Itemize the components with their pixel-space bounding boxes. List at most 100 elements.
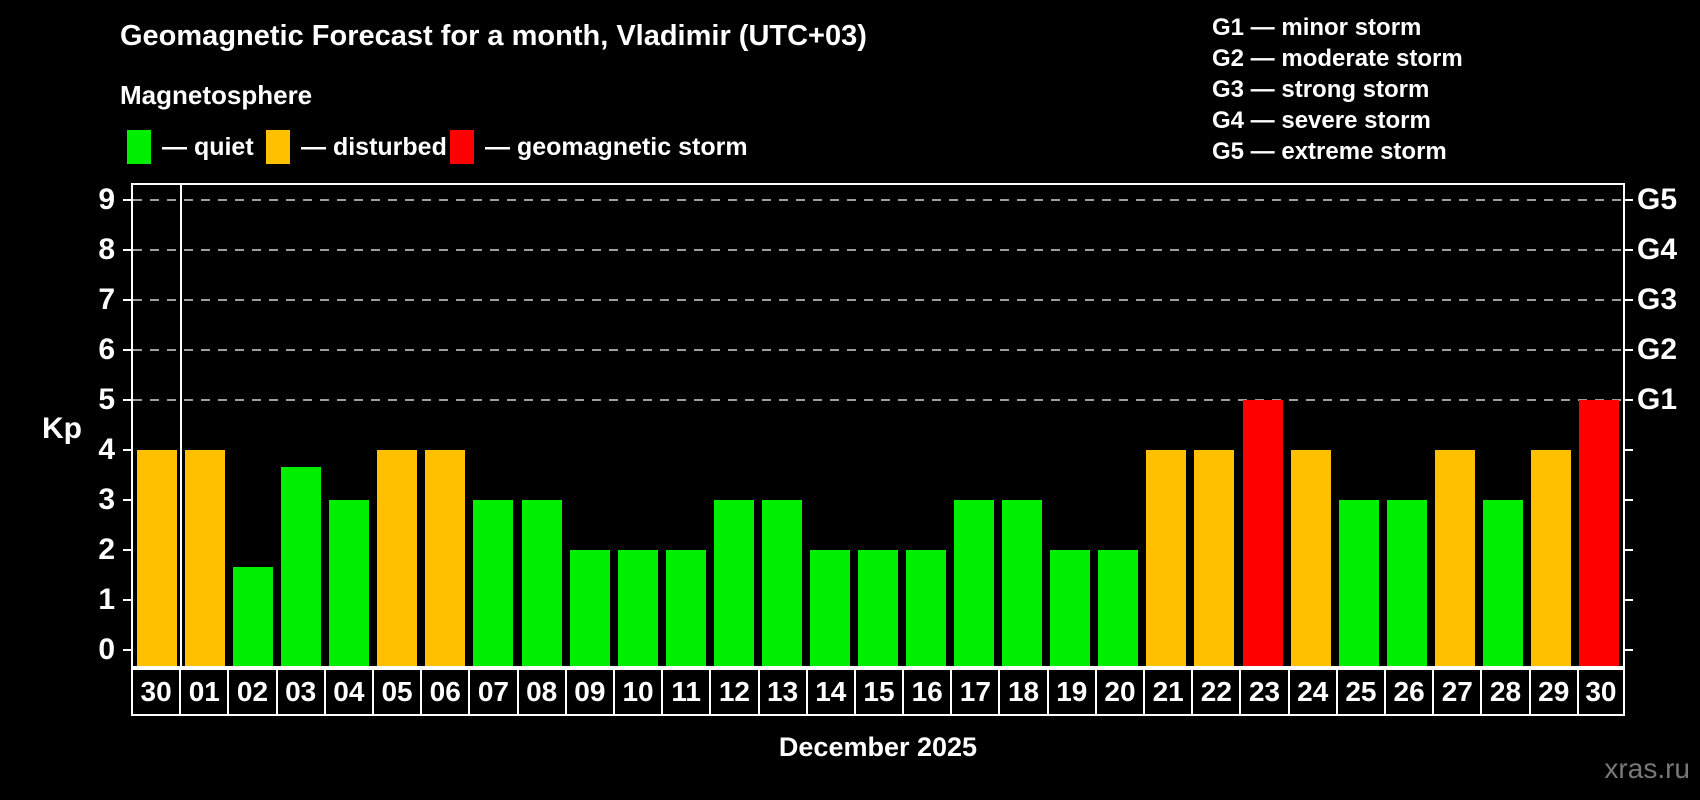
grid-line-kp6 (133, 349, 1623, 351)
day-label-cell-13: 13 (757, 668, 808, 716)
right-axis-tick-1 (1625, 599, 1633, 601)
right-axis-tick-5 (1625, 399, 1633, 401)
day-label-cell-27: 27 (1432, 668, 1483, 716)
g-axis-label-g3: G3 (1637, 283, 1678, 316)
kp-bar-day-01 (185, 450, 226, 666)
day-label-cell-26: 26 (1384, 668, 1435, 716)
grid-line-kp7 (133, 299, 1623, 301)
day-label-cell-18: 18 (998, 668, 1049, 716)
y-axis-title: Kp (42, 412, 82, 445)
day-label-cell-1: 01 (179, 668, 230, 716)
y-axis-tick-6 (123, 349, 131, 351)
day-label-cell-5: 05 (371, 668, 423, 716)
y-axis-tick-0 (123, 649, 131, 651)
y-tick-label-8: 8 (98, 233, 115, 266)
grid-line-kp9 (133, 199, 1623, 201)
kp-bar-day-17 (954, 500, 995, 666)
kp-bar-day-23 (1242, 400, 1283, 666)
kp-bar-day-09 (569, 550, 610, 666)
grid-line-kp8 (133, 249, 1623, 251)
g-legend-line-g1: G1 — minor storm (1212, 14, 1422, 41)
kp-bar-day-22 (1194, 450, 1235, 666)
x-axis-title: December 2025 (778, 732, 978, 762)
g-legend-line-g4: G4 — severe storm (1212, 107, 1431, 134)
day-label-cell-24: 24 (1287, 668, 1338, 716)
day-label-cell-14: 14 (805, 668, 856, 716)
day-label-cell-28: 28 (1480, 668, 1531, 716)
y-axis-tick-7 (123, 299, 131, 301)
kp-bar-day-30 (1578, 400, 1619, 666)
kp-bar-day-14 (809, 550, 850, 666)
kp-bar-day-11 (665, 550, 706, 666)
kp-bar-day-12 (713, 500, 754, 666)
right-axis-tick-6 (1625, 349, 1633, 351)
y-tick-label-6: 6 (98, 333, 115, 366)
kp-bar-day-08 (521, 500, 562, 666)
kp-bar-day-28 (1482, 500, 1523, 666)
y-tick-label-4: 4 (98, 433, 115, 466)
y-tick-label-2: 2 (98, 533, 115, 566)
kp-bar-day-04 (329, 500, 370, 666)
y-tick-label-7: 7 (98, 283, 115, 316)
y-tick-label-9: 9 (98, 183, 115, 216)
y-axis-tick-8 (123, 249, 131, 251)
y-tick-label-0: 0 (98, 633, 115, 666)
day-label-cell-30: 30 (1576, 668, 1625, 716)
kp-bar-day-27 (1434, 450, 1475, 666)
day-label-cell-19: 19 (1046, 668, 1097, 716)
plot-area: 0 1 2 3 4 5 6 7 8 9 G1 G2 G3 G4 G5 (98, 183, 1677, 668)
x-axis-day-row: 30 01 02 03 04 05 06 07 08 09 10 11 12 13 14 15 16 17 18 19… (131, 668, 1625, 716)
legend-label-disturbed: — disturbed (301, 132, 447, 161)
kp-bar-day-20 (1098, 550, 1139, 666)
grid-line-kp5 (133, 399, 1623, 401)
day-label-cell-23: 23 (1239, 668, 1290, 716)
kp-bar-day-21 (1146, 450, 1187, 666)
kp-bar-day-07 (473, 500, 514, 666)
y-axis-tick-3 (123, 499, 131, 501)
legend-item-quiet: — quiet (127, 130, 254, 164)
legend-label-storm: — geomagnetic storm (485, 132, 748, 161)
day-label-cell-12: 12 (709, 668, 760, 716)
kp-bar-day-06 (425, 450, 466, 666)
g-axis-label-g2: G2 (1637, 333, 1678, 366)
day-label-cell-8: 08 (516, 668, 567, 716)
day-label-cell-10: 10 (612, 668, 664, 716)
g-legend-line-g3: G3 — strong storm (1212, 76, 1430, 103)
magnetosphere-label: Magnetosphere (120, 80, 313, 110)
day-label-cell-2: 02 (227, 668, 278, 716)
day-label-cell-3: 03 (275, 668, 326, 716)
g-axis-label-g5: G5 (1637, 183, 1678, 216)
day-label-cell-6: 06 (420, 668, 471, 716)
kp-bar-day-16 (906, 550, 947, 666)
day-label-cell-4: 04 (323, 668, 374, 716)
legend-item-storm: — geomagnetic storm (450, 130, 748, 164)
y-tick-label-3: 3 (98, 483, 115, 516)
kp-bar-day-10 (617, 550, 658, 666)
kp-bar-day-13 (761, 500, 802, 666)
g-axis-label-g1: G1 (1637, 383, 1678, 416)
kp-bar-day-26 (1386, 500, 1427, 666)
storm-color-swatch (450, 130, 474, 164)
day-label-cell-11: 11 (661, 668, 712, 716)
right-axis-tick-3 (1625, 499, 1633, 501)
y-axis-tick-4 (123, 449, 131, 451)
disturbed-color-swatch (266, 130, 290, 164)
g-legend-line-g5: G5 — extreme storm (1212, 138, 1447, 165)
day-label-cell-0: 30 (131, 668, 182, 716)
right-axis-tick-8 (1625, 249, 1633, 251)
y-axis-tick-2 (123, 549, 131, 551)
right-axis-tick-2 (1625, 549, 1633, 551)
kp-bar-day-25 (1338, 500, 1379, 666)
kp-bar-day-19 (1050, 550, 1091, 666)
right-axis-tick-9 (1625, 199, 1633, 201)
kp-bar-day-29 (1530, 450, 1571, 666)
day-label-cell-17: 17 (950, 668, 1001, 716)
g-legend-line-g2: G2 — moderate storm (1212, 45, 1463, 72)
kp-bar-day-18 (1002, 500, 1043, 666)
day-label-cell-29: 29 (1528, 668, 1579, 716)
kp-bar-day-05 (377, 450, 418, 666)
watermark: xras.ru (1604, 753, 1690, 784)
day-label-cell-25: 25 (1335, 668, 1387, 716)
right-axis-tick-7 (1625, 299, 1633, 301)
